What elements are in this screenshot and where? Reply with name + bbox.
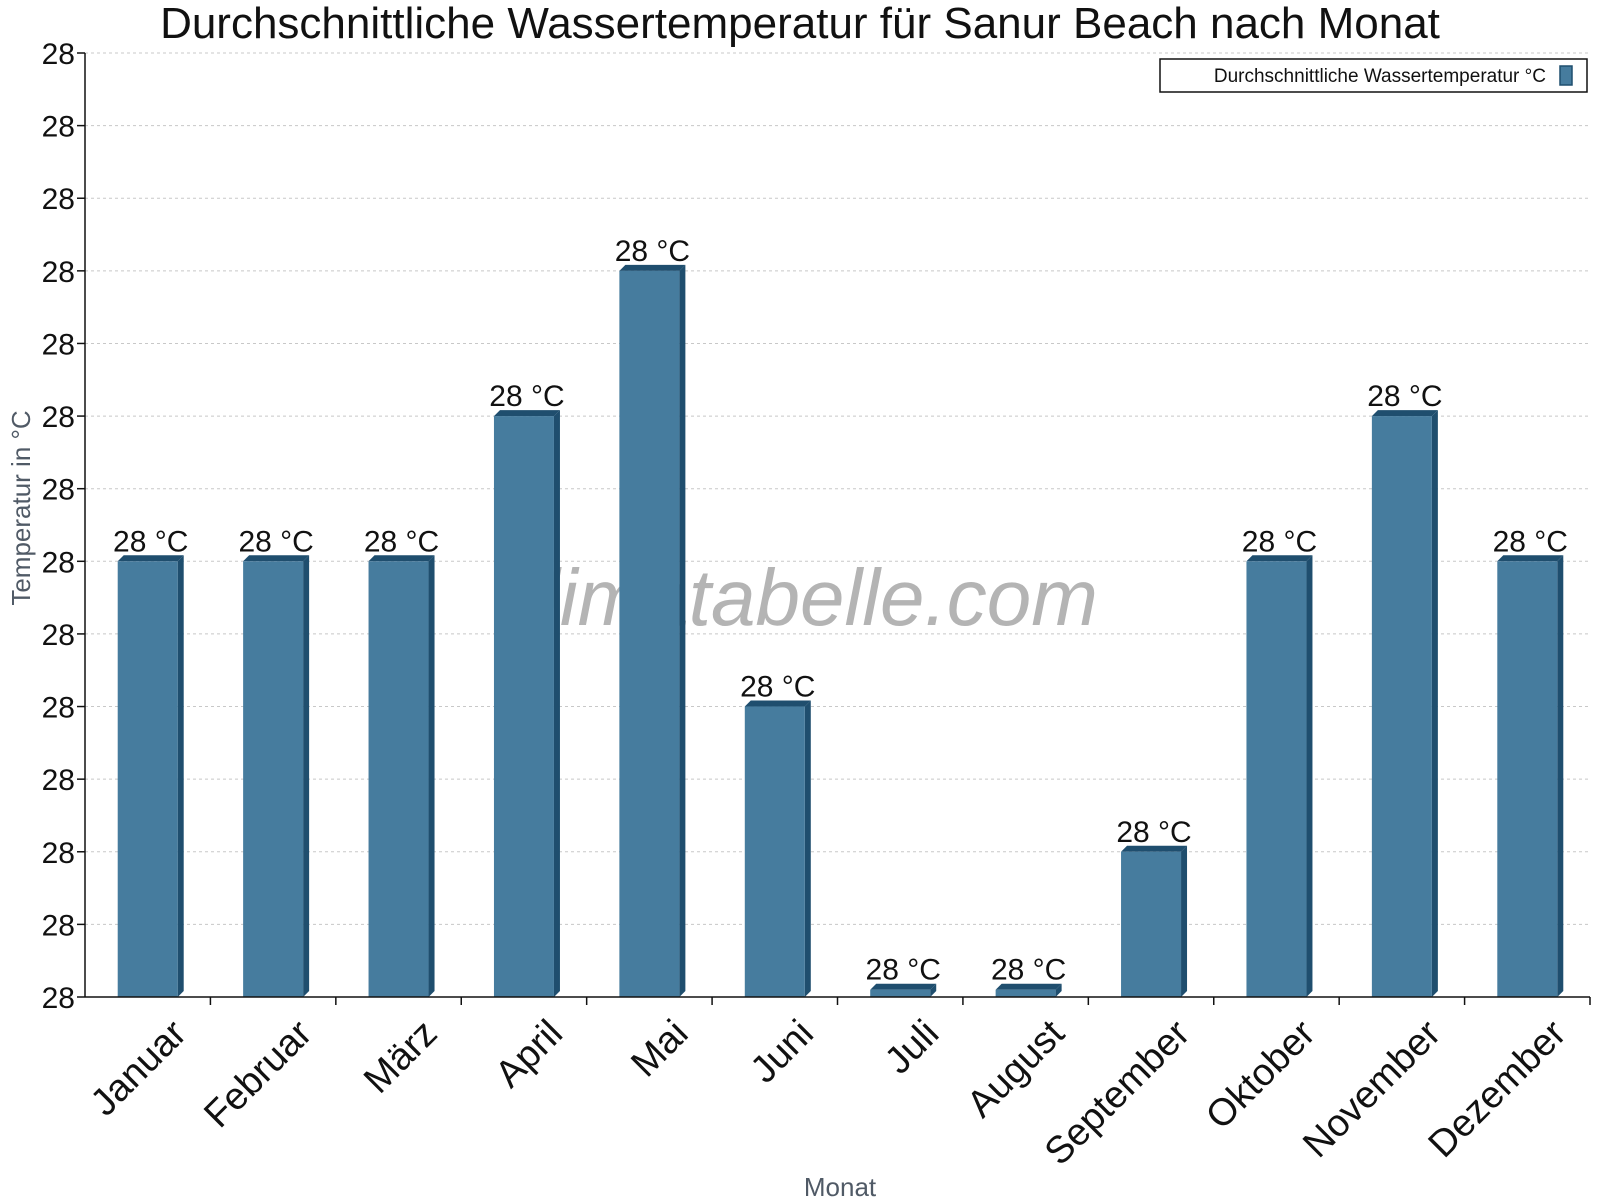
bar-side	[679, 264, 686, 997]
y-tick-label: 28	[42, 837, 75, 870]
y-tick-label: 28	[42, 256, 75, 289]
legend-swatch	[1559, 65, 1573, 86]
bar	[744, 706, 805, 997]
bar	[493, 416, 554, 998]
bar	[1121, 851, 1182, 997]
bar-side	[177, 555, 184, 997]
bar	[368, 561, 429, 997]
bar-group: 28 °C	[238, 525, 314, 997]
y-tick-label: 28	[42, 401, 75, 434]
y-tick-label: 28	[42, 982, 75, 1015]
bar-top	[117, 555, 184, 562]
data-label: 28 °C	[866, 954, 941, 987]
bar-group: 28 °C	[1242, 525, 1317, 997]
bar-group: 28 °C	[113, 525, 188, 997]
bar-side	[1181, 845, 1188, 997]
y-tick-label: 28	[42, 183, 75, 216]
bar-group: 28 °C	[1367, 380, 1443, 998]
chart-title: Durchschnittliche Wassertemperatur für S…	[160, 0, 1440, 48]
data-label: 28 °C	[740, 671, 815, 704]
x-tick-label: Februar	[196, 1012, 320, 1136]
data-label: 28 °C	[364, 525, 439, 558]
bar-side	[1055, 983, 1062, 997]
bar-top	[368, 555, 435, 562]
bar-group: 28 °C	[1116, 816, 1192, 997]
bar	[1371, 416, 1432, 998]
bar	[243, 561, 304, 997]
x-tick-label: Juli	[877, 1012, 947, 1082]
bar	[1497, 561, 1558, 997]
data-label: 28 °C	[1493, 525, 1568, 558]
x-tick-label: Mai	[623, 1012, 696, 1085]
y-ticks: 28 28 28 28 28 28 28 28 28 28 28 28 28 28	[42, 38, 85, 1015]
bar-top	[744, 700, 811, 707]
x-tick-label: August	[959, 1012, 1073, 1126]
bar	[995, 989, 1056, 997]
bar	[619, 270, 680, 997]
bar-side	[303, 555, 310, 997]
y-axis-label: Temperatur in °C	[6, 410, 36, 605]
data-label: 28 °C	[238, 525, 313, 558]
bar-group: 28 °C	[489, 380, 565, 998]
x-tick-label: Dezember	[1421, 1012, 1575, 1166]
y-tick-label: 28	[42, 328, 75, 361]
bar-side	[1557, 555, 1564, 997]
bar-group: 28 °C	[615, 235, 690, 997]
bar-side	[1306, 555, 1313, 997]
y-tick-label: 28	[42, 546, 75, 579]
y-tick-label: 28	[42, 692, 75, 725]
y-tick-label: 28	[42, 764, 75, 797]
bar-top	[243, 555, 310, 562]
bar-top	[870, 983, 937, 990]
data-label: 28 °C	[1242, 525, 1317, 558]
bar	[1246, 561, 1307, 997]
bar-top	[1371, 410, 1438, 417]
data-label: 28 °C	[1367, 380, 1442, 413]
bar-top	[1121, 845, 1188, 852]
x-tick-label: Juni	[743, 1012, 822, 1091]
bar-group: 28 °C	[991, 954, 1066, 997]
bar-top	[1246, 555, 1313, 562]
bar-side	[428, 555, 435, 997]
data-label: 28 °C	[113, 525, 188, 558]
bar-group: 28 °C	[364, 525, 439, 997]
y-tick-label: 28	[42, 909, 75, 942]
x-tick-label: April	[488, 1012, 571, 1095]
data-label: 28 °C	[991, 954, 1066, 987]
x-tick-label: Januar	[83, 1012, 195, 1124]
y-tick-label: 28	[42, 619, 75, 652]
bar-group: 28 °C	[740, 671, 815, 997]
legend-label: Durchschnittliche Wassertemperatur °C	[1214, 66, 1546, 87]
y-tick-label: 28	[42, 38, 75, 71]
bar-group: 28 °C	[866, 954, 941, 997]
x-axis-label: Monat	[804, 1172, 877, 1200]
x-ticks: Januar Februar März April Mai Juni Juli AugustS…	[83, 997, 1591, 1173]
bar	[870, 989, 931, 997]
x-tick-label: Oktober	[1198, 1012, 1324, 1138]
bar-side	[804, 700, 811, 997]
bars: 28 °C 28 °C 28 °C 28 °C 28 °C 28 °C 28 °C 28 °C…	[113, 235, 1568, 998]
y-tick-label: 28	[42, 111, 75, 144]
watermark: klimatabelle.com	[502, 553, 1098, 642]
legend-box	[1159, 58, 1588, 93]
y-tick-label: 28	[42, 474, 75, 507]
data-label: 28 °C	[1116, 816, 1191, 849]
bar-side	[1431, 410, 1438, 998]
bar-side	[553, 410, 560, 998]
data-label: 28 °C	[615, 235, 690, 268]
x-tick-label: März	[356, 1012, 445, 1101]
bar-top	[995, 983, 1062, 990]
bar	[117, 561, 178, 997]
gridlines	[85, 52, 1590, 925]
legend: Durchschnittliche Wassertemperatur °C	[1159, 58, 1588, 93]
bar-group: 28 °C	[1493, 525, 1568, 997]
bar-top	[619, 264, 686, 271]
bar-side	[930, 983, 937, 997]
bar-top	[493, 410, 560, 417]
bar-top	[1497, 555, 1564, 562]
data-label: 28 °C	[489, 380, 564, 413]
